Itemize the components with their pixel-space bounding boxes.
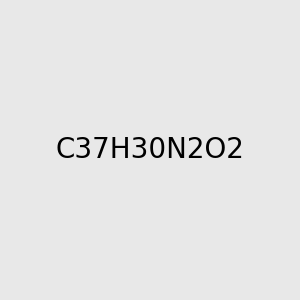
Text: C37H30N2O2: C37H30N2O2	[56, 136, 244, 164]
